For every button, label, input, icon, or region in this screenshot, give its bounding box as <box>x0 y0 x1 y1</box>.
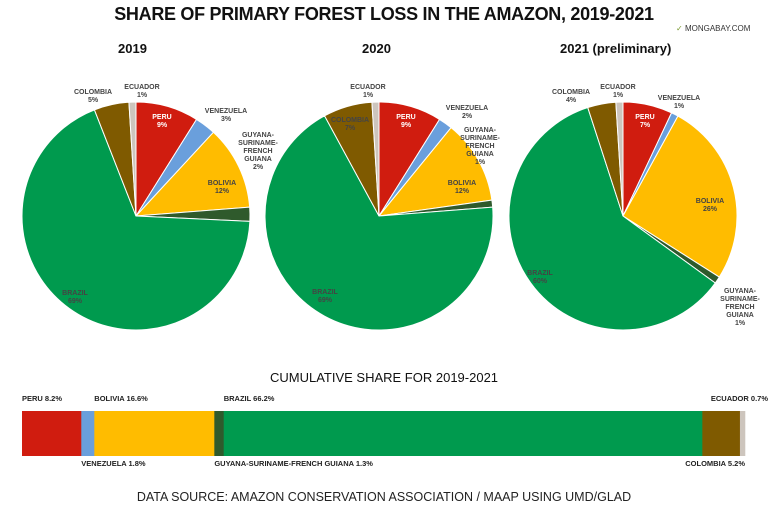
bar-segment-colombia <box>702 411 741 456</box>
pie-label-ecuador: ECUADOR 1% <box>350 84 386 99</box>
pie-label-venezuela: VENEZUELA 1% <box>657 95 701 110</box>
pie-label-bolivia: BOLIVIA 12% <box>447 180 477 195</box>
pie-label-guyana-suriname-french-guiana: GUYANA-SURINAME-FRENCH GUIANA 1% <box>720 288 760 327</box>
pie-slice-bolivia <box>622 115 738 278</box>
bar-segment-brazil <box>223 411 703 456</box>
pie-label-bolivia: BOLIVIA 12% <box>207 180 237 195</box>
pie-slice-ecuador <box>128 101 137 217</box>
bar-label-venezuela: VENEZUELA 1.8% <box>81 459 146 468</box>
pie-label-guyana-suriname-french-guiana: GUYANA-SURINAME-FRENCH GUIANA 2% <box>238 132 278 171</box>
bar-label-bolivia: BOLIVIA 16.6% <box>94 394 148 403</box>
pie-slice-brazil <box>21 109 251 331</box>
bar-label-peru: PERU 8.2% <box>22 394 63 403</box>
pie-label-venezuela: VENEZUELA 3% <box>204 108 248 123</box>
leaf-icon: ✓ <box>676 24 683 33</box>
pie-title-2019: 2019 <box>118 41 147 56</box>
pie-title-2020: 2020 <box>362 41 391 56</box>
bar-segment-venezuela <box>81 411 95 456</box>
pie-label-colombia: COLOMBIA 7% <box>330 117 370 132</box>
bar-segment-guyana-suriname-french-guiana <box>214 411 225 456</box>
pie-slice-bolivia <box>377 126 493 217</box>
pie-label-brazil: BRAZIL 69% <box>312 289 338 304</box>
data-source: DATA SOURCE: AMAZON CONSERVATION ASSOCIA… <box>136 490 632 504</box>
pie-label-guyana-suriname-french-guiana: GUYANA-SURINAME-FRENCH GUIANA 1% <box>460 127 500 166</box>
pie-label-brazil: BRAZIL 69% <box>62 290 88 305</box>
bar-title: CUMULATIVE SHARE FOR 2019-2021 <box>269 370 499 385</box>
chart-title: SHARE OF PRIMARY FOREST LOSS IN THE AMAZ… <box>114 4 654 24</box>
pie-label-colombia: COLOMBIA 4% <box>551 89 591 104</box>
pie-slice-brazil <box>264 115 494 331</box>
pie-label-peru: PERU 9% <box>152 114 172 129</box>
bar-segment-ecuador <box>739 411 746 456</box>
pie-label-ecuador: ECUADOR 1% <box>600 84 636 99</box>
pie-label-ecuador: ECUADOR 1% <box>124 84 160 99</box>
pie-label-venezuela: VENEZUELA 2% <box>445 105 489 120</box>
brand-logo: ✓ MONGABAY.COM <box>676 24 751 33</box>
pie-label-peru: PERU 7% <box>635 114 655 129</box>
bar-label-guyana-suriname-french-guiana: GUYANA-SURINAME-FRENCH GUIANA 1.3% <box>214 459 373 468</box>
pie-slice-ecuador <box>615 101 624 217</box>
bar-segment-peru <box>22 411 82 456</box>
pie-slice-brazil <box>508 106 716 331</box>
bar-label-brazil: BRAZIL 66.2% <box>223 394 275 403</box>
pie-label-brazil: BRAZIL 60% <box>527 270 553 285</box>
pie-label-peru: PERU 9% <box>396 114 416 129</box>
bar-label-colombia: COLOMBIA 5.2% <box>685 459 745 468</box>
bar-segment-bolivia <box>94 411 215 456</box>
pie-slice-bolivia <box>134 131 251 217</box>
pie-label-bolivia: BOLIVIA 26% <box>695 198 725 213</box>
pie-title-2021: 2021 (preliminary) <box>560 41 672 56</box>
pie-slice-ecuador <box>371 101 380 217</box>
bar-label-ecuador: ECUADOR 0.7% <box>710 394 768 403</box>
pie-label-colombia: COLOMBIA 5% <box>73 89 113 104</box>
